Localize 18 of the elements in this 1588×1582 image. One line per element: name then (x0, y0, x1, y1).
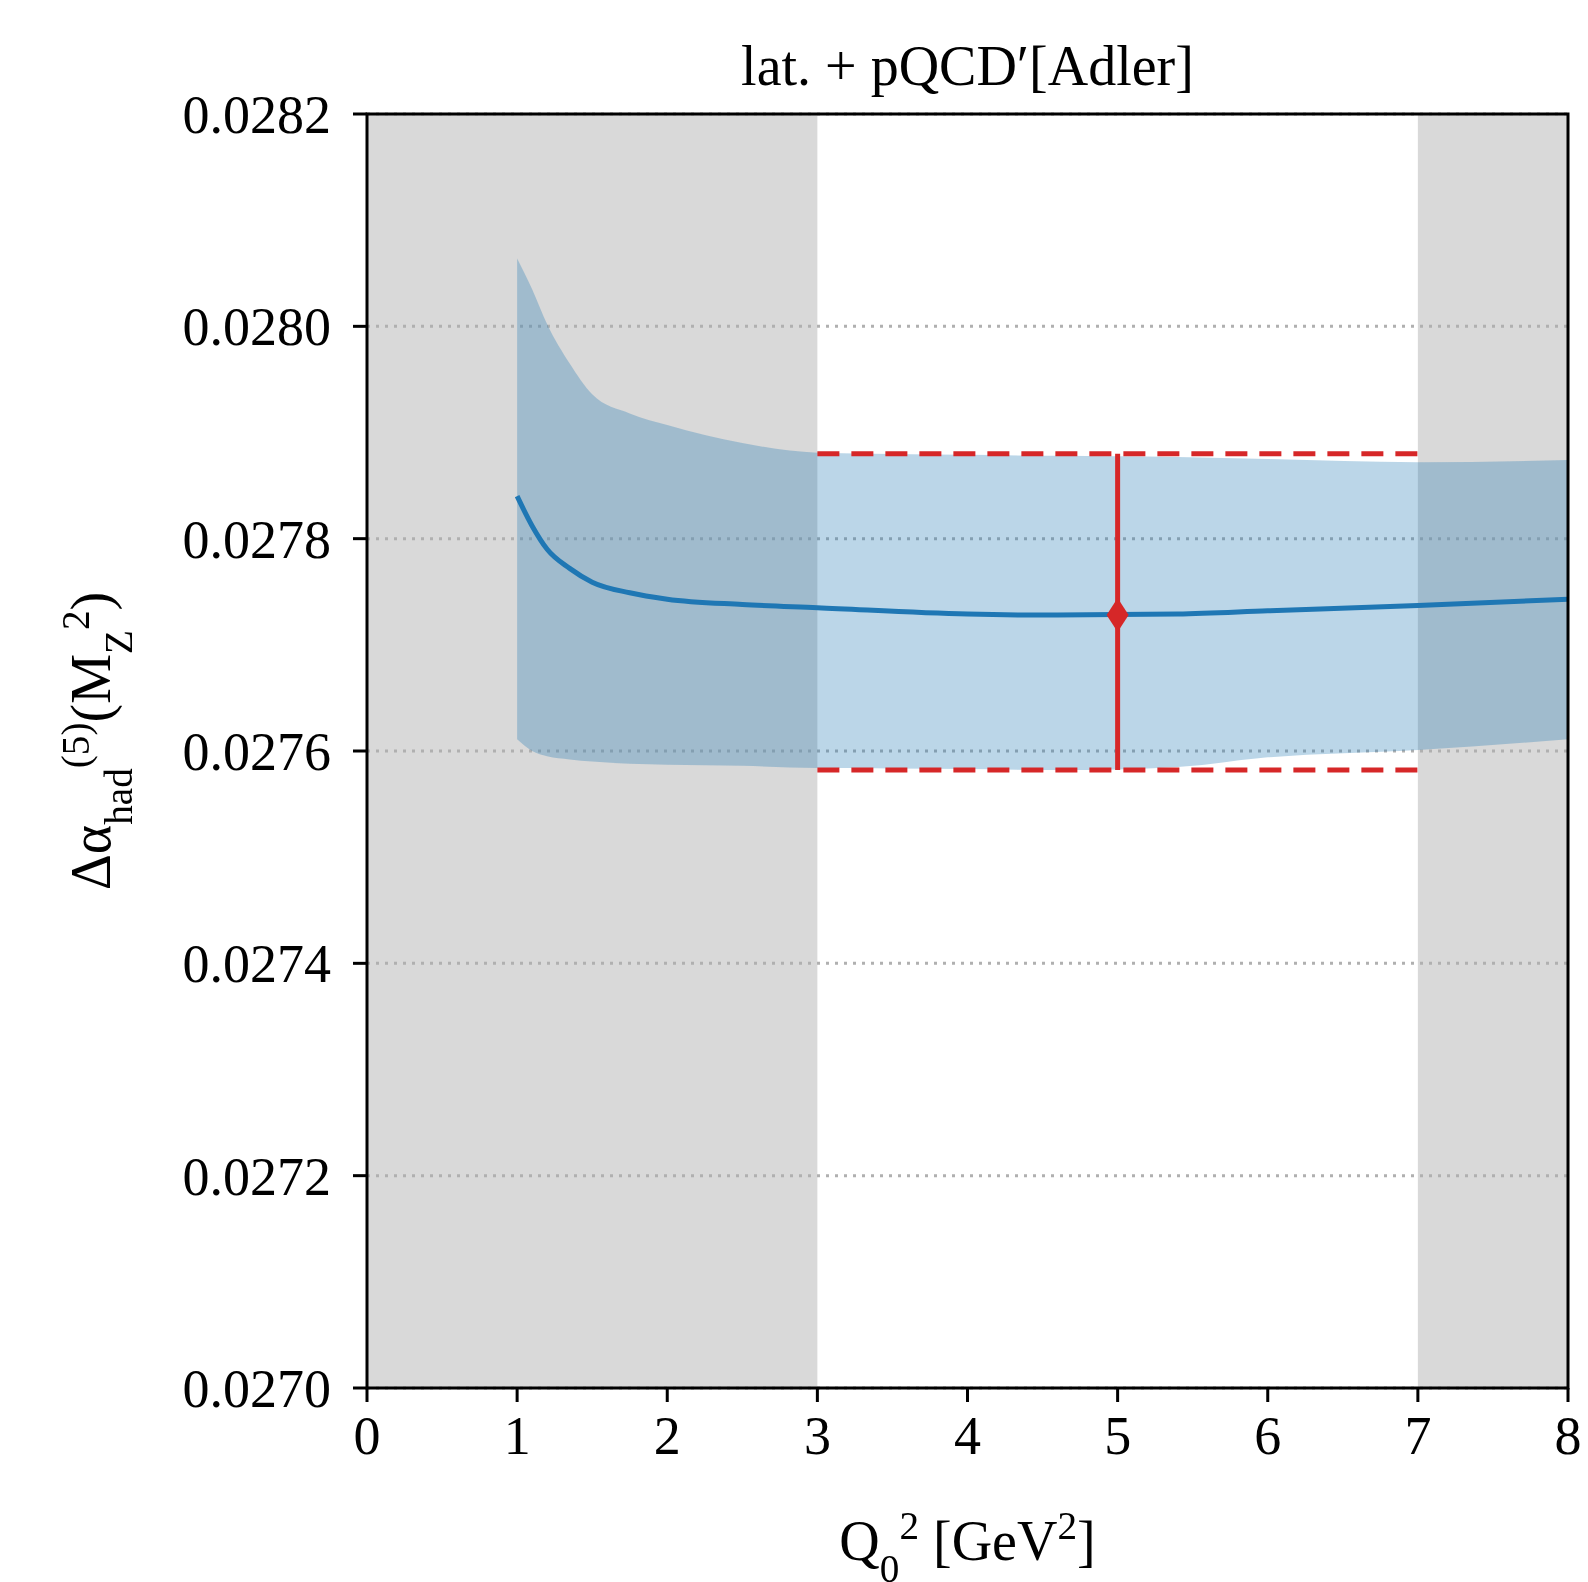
x-tick-label: 7 (1404, 1406, 1432, 1466)
x-tick-label: 1 (503, 1406, 531, 1466)
x-tick-label: 8 (1554, 1406, 1582, 1466)
x-tick-label: 3 (803, 1406, 831, 1466)
x-axis-title: Q$_{0}$$^{2}$ [GeV$^{2}$] (839, 1503, 1096, 1582)
y-tick-label: 0.0282 (182, 84, 331, 145)
chart-title: lat. + pQCD′[Adler] (741, 35, 1194, 97)
y-tick-label: 0.0270 (182, 1358, 331, 1419)
x-tick-label: 2 (653, 1406, 681, 1466)
x-tick-label: 4 (954, 1406, 981, 1466)
x-tick-label: 0 (353, 1406, 381, 1466)
x-tick-label: 6 (1254, 1406, 1282, 1466)
y-tick-label: 0.0280 (182, 297, 331, 358)
x-tick-label: 5 (1104, 1406, 1132, 1466)
y-tick-label: 0.0276 (182, 721, 331, 782)
y-tick-label: 0.0272 (182, 1146, 331, 1207)
y-tick-label: 0.0274 (182, 934, 331, 995)
y-tick-label: 0.0278 (182, 509, 331, 570)
